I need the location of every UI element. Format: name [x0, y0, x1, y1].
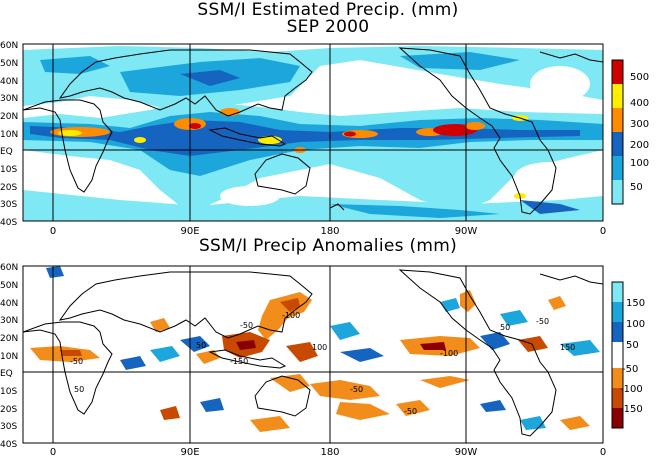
legend-label: -150	[620, 404, 643, 415]
lat-label: 30S	[0, 422, 17, 432]
bottom-legend: 150 100 50 -50 -100 -150	[611, 281, 645, 429]
legend-swatch	[612, 342, 623, 368]
legend-label: -50	[622, 364, 638, 375]
bottom-lat-labels: 60N 50N 40N 30N 20N 10N EQ 10S 20S 30S 4…	[0, 263, 18, 450]
lon-label: 180	[320, 447, 339, 457]
lat-label: 40N	[0, 299, 18, 309]
legend-label: 400	[630, 98, 649, 109]
legend-swatch	[612, 156, 623, 180]
top-precip-map: 60N 50N 40N 30N 20N 10N EQ 10S 20S 30S 4…	[0, 41, 606, 237]
contour-label: -50	[404, 407, 417, 416]
n-pacific-band-mid	[400, 52, 520, 70]
lon-label: 90E	[180, 447, 199, 457]
contour-label: -50	[240, 321, 253, 330]
lat-label: 20S	[0, 405, 17, 415]
legend-label: 50	[630, 182, 643, 193]
lat-label: 10S	[0, 387, 17, 397]
lat-label: 40S	[0, 218, 17, 228]
top-map-title: SSM/I Estimated Precip. (mm)	[197, 0, 459, 20]
lat-label: 60N	[0, 41, 18, 51]
contour-label: -50	[536, 317, 549, 326]
lat-label: 20N	[0, 112, 18, 122]
legend-swatch	[612, 108, 623, 132]
lat-label: 50N	[0, 59, 18, 69]
bottom-map-title: SSM/I Precip Anomalies (mm)	[198, 236, 458, 256]
top-coastlines	[23, 47, 603, 215]
top-grid	[22, 43, 604, 222]
legend-label: 200	[630, 140, 649, 151]
legend-swatch	[612, 368, 623, 388]
legend-label: 500	[630, 72, 649, 83]
legend-swatch	[612, 388, 623, 408]
lon-label: 0	[50, 226, 56, 237]
legend-label: 50	[626, 340, 639, 351]
legend-swatch	[612, 84, 623, 108]
lon-label: 0	[600, 226, 606, 237]
lat-label: 30N	[0, 316, 18, 326]
contour-label: 150	[560, 343, 575, 352]
n-pacific-core	[180, 70, 240, 86]
legend-label: 100	[626, 319, 645, 330]
legend-swatch	[612, 132, 623, 156]
legend-swatch	[612, 322, 623, 342]
lon-label: 90W	[455, 447, 478, 457]
bottom-anomaly-fields	[30, 266, 600, 432]
contour-label: -50	[70, 357, 83, 366]
pos-anomaly-patch	[180, 336, 210, 352]
lat-label: 10S	[0, 165, 17, 175]
legend-label: -100	[620, 384, 643, 395]
anomaly-contour-labels: -50 -100 50 100 -150 150 -50 -100 -50 -5…	[70, 311, 575, 416]
contour-label: -100	[440, 349, 458, 358]
bottom-anomaly-map: -50 -100 50 100 -150 150 -50 -100 -50 -5…	[0, 263, 606, 457]
lat-label: 30S	[0, 200, 17, 210]
contour-label: 50	[500, 323, 510, 332]
lat-label: 20N	[0, 334, 18, 344]
lat-label: 10N	[0, 130, 18, 140]
bottom-grid	[22, 265, 604, 444]
lon-label: 90W	[455, 226, 478, 237]
bottom-lon-labels: 0 90E 180 90W 0	[50, 447, 606, 457]
contour-label: -100	[282, 311, 300, 320]
contour-label: 50	[196, 341, 206, 350]
lat-label: EQ	[0, 369, 13, 379]
top-map-subtitle: SEP 2000	[286, 17, 370, 37]
legend-swatch	[612, 302, 623, 322]
top-precip-fields	[23, 46, 603, 221]
lat-label: 30N	[0, 94, 18, 104]
legend-label: 100	[630, 158, 649, 169]
contour-label: -150	[230, 357, 248, 366]
lat-label: 40N	[0, 77, 18, 87]
lon-label: 90E	[180, 226, 199, 237]
lat-label: 60N	[0, 263, 18, 273]
atlantic-band-mid	[40, 56, 110, 74]
legend-swatch	[612, 60, 623, 84]
legend-swatch	[612, 282, 623, 302]
legend-label: 150	[626, 298, 645, 309]
lat-label: EQ	[0, 147, 13, 157]
contour-label: 50	[74, 385, 84, 394]
lon-label: 0	[600, 447, 606, 457]
lat-label: 40S	[0, 440, 17, 450]
lat-label: 10N	[0, 352, 18, 362]
bottom-coastlines	[23, 269, 603, 437]
lon-label: 0	[50, 447, 56, 457]
legend-swatch	[612, 408, 623, 428]
top-legend: 500 400 300 200 100 50	[611, 59, 649, 205]
contour-label: -50	[350, 385, 363, 394]
top-lat-labels: 60N 50N 40N 30N 20N 10N EQ 10S 20S 30S 4…	[0, 41, 18, 228]
legend-swatch	[612, 180, 623, 204]
top-lon-labels: 0 90E 180 90W 0	[50, 226, 606, 237]
legend-label: 300	[630, 119, 649, 130]
lon-label: 180	[320, 226, 339, 237]
lat-label: 20S	[0, 183, 17, 193]
lat-label: 50N	[0, 281, 18, 291]
contour-label: 100	[312, 343, 327, 352]
